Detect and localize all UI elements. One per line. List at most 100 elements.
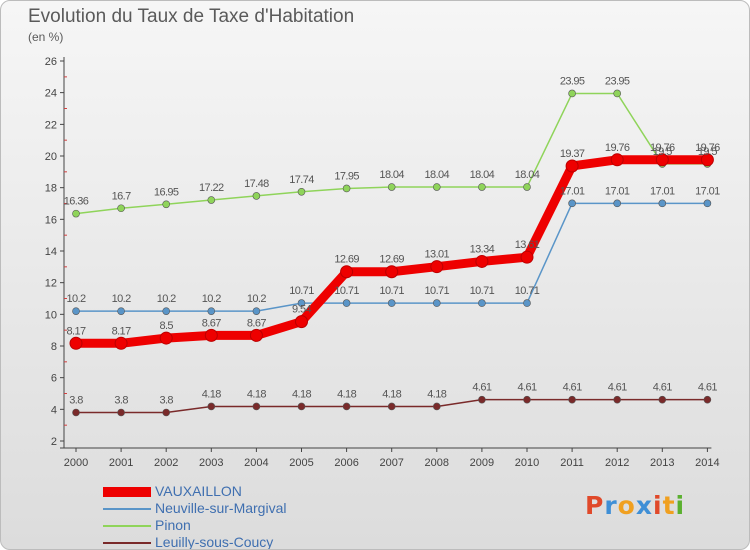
data-label: 4.61	[653, 382, 672, 394]
data-point	[297, 187, 306, 196]
data-point	[387, 299, 396, 307]
data-point	[114, 336, 128, 350]
x-tick-label: 2013	[650, 457, 674, 469]
data-point	[297, 402, 306, 411]
data-label: 18.04	[425, 169, 450, 181]
data-label: 17.01	[605, 185, 630, 197]
x-tick-label: 2009	[470, 457, 494, 469]
data-point	[207, 402, 216, 411]
data-point	[207, 196, 216, 204]
data-label: 8.67	[202, 317, 221, 329]
data-point	[340, 265, 354, 279]
x-tick-label: 2012	[605, 457, 629, 469]
data-point	[204, 328, 218, 342]
data-point	[523, 299, 531, 307]
y-tick-label: 14	[45, 246, 57, 258]
data-point	[297, 299, 306, 307]
data-label: 4.61	[472, 382, 491, 394]
data-point	[523, 183, 531, 191]
x-tick-label: 2007	[379, 457, 403, 469]
data-point	[159, 331, 173, 345]
data-point	[658, 199, 667, 208]
data-label: 19.76	[605, 142, 630, 154]
x-tick-label: 2008	[425, 457, 449, 469]
data-label: 23.95	[605, 75, 630, 87]
x-tick-label: 2002	[154, 457, 178, 469]
data-point	[117, 204, 125, 213]
x-tick-label: 2014	[695, 457, 719, 469]
data-label: 9.54	[292, 304, 311, 316]
y-tick-label: 4	[51, 404, 57, 416]
proxiti-logo: Proxiti	[585, 491, 685, 520]
data-label: 13.01	[425, 249, 450, 261]
logo-letter: o	[617, 491, 636, 520]
data-label: 16.7	[112, 190, 131, 202]
data-point	[72, 408, 80, 417]
data-point	[610, 153, 624, 167]
legend-label: Neuville-sur-Margival	[155, 500, 287, 516]
data-label: 17.22	[199, 182, 224, 194]
data-label: 13.61	[515, 239, 540, 251]
data-point	[478, 299, 486, 307]
x-tick-label: 2011	[560, 457, 584, 469]
data-point	[475, 254, 489, 268]
data-point	[385, 265, 399, 279]
data-point	[478, 183, 486, 191]
legend-swatch	[103, 508, 151, 510]
data-label: 4.18	[292, 388, 311, 400]
data-label: 4.18	[337, 388, 356, 400]
y-tick-label: 16	[45, 214, 57, 226]
logo-letter: i	[675, 491, 686, 520]
data-label: 13.34	[470, 243, 495, 255]
data-point	[658, 395, 667, 404]
y-tick-label: 18	[45, 183, 57, 195]
data-point	[478, 395, 486, 404]
data-point	[162, 408, 170, 417]
data-label: 4.18	[427, 388, 446, 400]
data-point	[655, 153, 669, 167]
data-point	[72, 307, 80, 315]
legend-label: Leuilly-sous-Coucy	[155, 534, 274, 550]
data-label: 19.5	[698, 146, 717, 158]
data-point	[387, 402, 396, 411]
data-point	[69, 336, 83, 350]
data-label: 4.61	[563, 382, 582, 394]
x-tick-label: 2003	[199, 457, 223, 469]
data-label: 10.71	[379, 285, 404, 297]
data-label: 12.69	[379, 254, 404, 266]
legend-label: Pinon	[155, 517, 191, 533]
data-label: 10.2	[66, 293, 85, 305]
data-label: 4.18	[382, 388, 401, 400]
data-label: 10.71	[470, 285, 495, 297]
data-label: 8.17	[66, 325, 85, 337]
data-point	[162, 200, 170, 209]
data-label: 16.95	[154, 186, 179, 198]
data-label: 3.8	[114, 395, 128, 407]
y-tick-label: 22	[45, 119, 57, 131]
data-point	[387, 183, 396, 191]
y-tick-label: 10	[45, 309, 57, 321]
data-label: 10.2	[112, 293, 131, 305]
data-point	[342, 299, 351, 307]
data-point	[613, 199, 622, 208]
legend-swatch	[103, 542, 151, 544]
y-tick-label: 2	[51, 436, 57, 448]
logo-letter: i	[653, 491, 663, 520]
data-label: 8.67	[247, 317, 266, 329]
data-point	[613, 395, 622, 404]
legend-label: VAUXAILLON	[155, 483, 242, 499]
data-label: 17.95	[334, 170, 359, 182]
data-label: 17.48	[244, 178, 269, 190]
y-tick-label: 6	[51, 373, 57, 385]
data-label: 10.71	[334, 285, 359, 297]
data-point	[295, 315, 308, 329]
data-point	[613, 89, 622, 98]
data-point	[162, 307, 170, 315]
data-label: 17.01	[650, 185, 675, 197]
data-label: 10.2	[202, 293, 221, 305]
data-label: 23.95	[560, 75, 585, 87]
data-point	[252, 402, 261, 411]
chart-unit-label: (en %)	[28, 30, 64, 44]
logo-letter: P	[585, 491, 605, 520]
